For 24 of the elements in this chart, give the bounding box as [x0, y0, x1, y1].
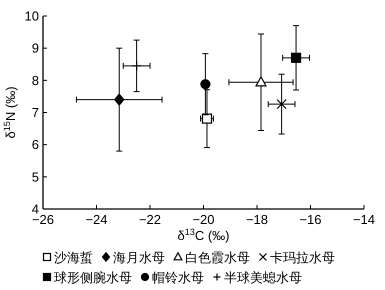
y-tick-label: 7	[32, 105, 39, 120]
point	[114, 94, 124, 106]
legend-label: 球形侧腕水母	[54, 270, 132, 285]
y-tick-label: 9	[32, 40, 39, 56]
x-tick-label: −20	[192, 212, 215, 227]
y-tick-label: 8	[32, 72, 39, 88]
legend-label: 白色霞水母	[185, 250, 250, 265]
y-tick-label: 10	[24, 8, 39, 24]
legend-label: 帽铃水母	[152, 270, 204, 285]
y-tick-label: 6	[32, 137, 39, 152]
point	[290, 52, 302, 63]
x-tick-label: −14	[352, 212, 376, 227]
legend-label: 半球美螅水母	[224, 270, 302, 285]
legend-label: 海月水母	[113, 250, 165, 265]
x-tick-label: −18	[246, 212, 268, 227]
x-axis-title: δ$^{13}$C (‰)	[177, 227, 230, 243]
point	[255, 76, 267, 86]
x-tick-label: −24	[85, 212, 108, 227]
legend-label: 沙海蜇	[54, 250, 93, 265]
y-tick-label: 5	[32, 169, 39, 184]
point	[276, 99, 287, 110]
legend-label: 卡玛拉水母	[270, 250, 335, 265]
x-tick-label: −16	[299, 212, 322, 227]
x-tick-label: −22	[138, 212, 162, 227]
